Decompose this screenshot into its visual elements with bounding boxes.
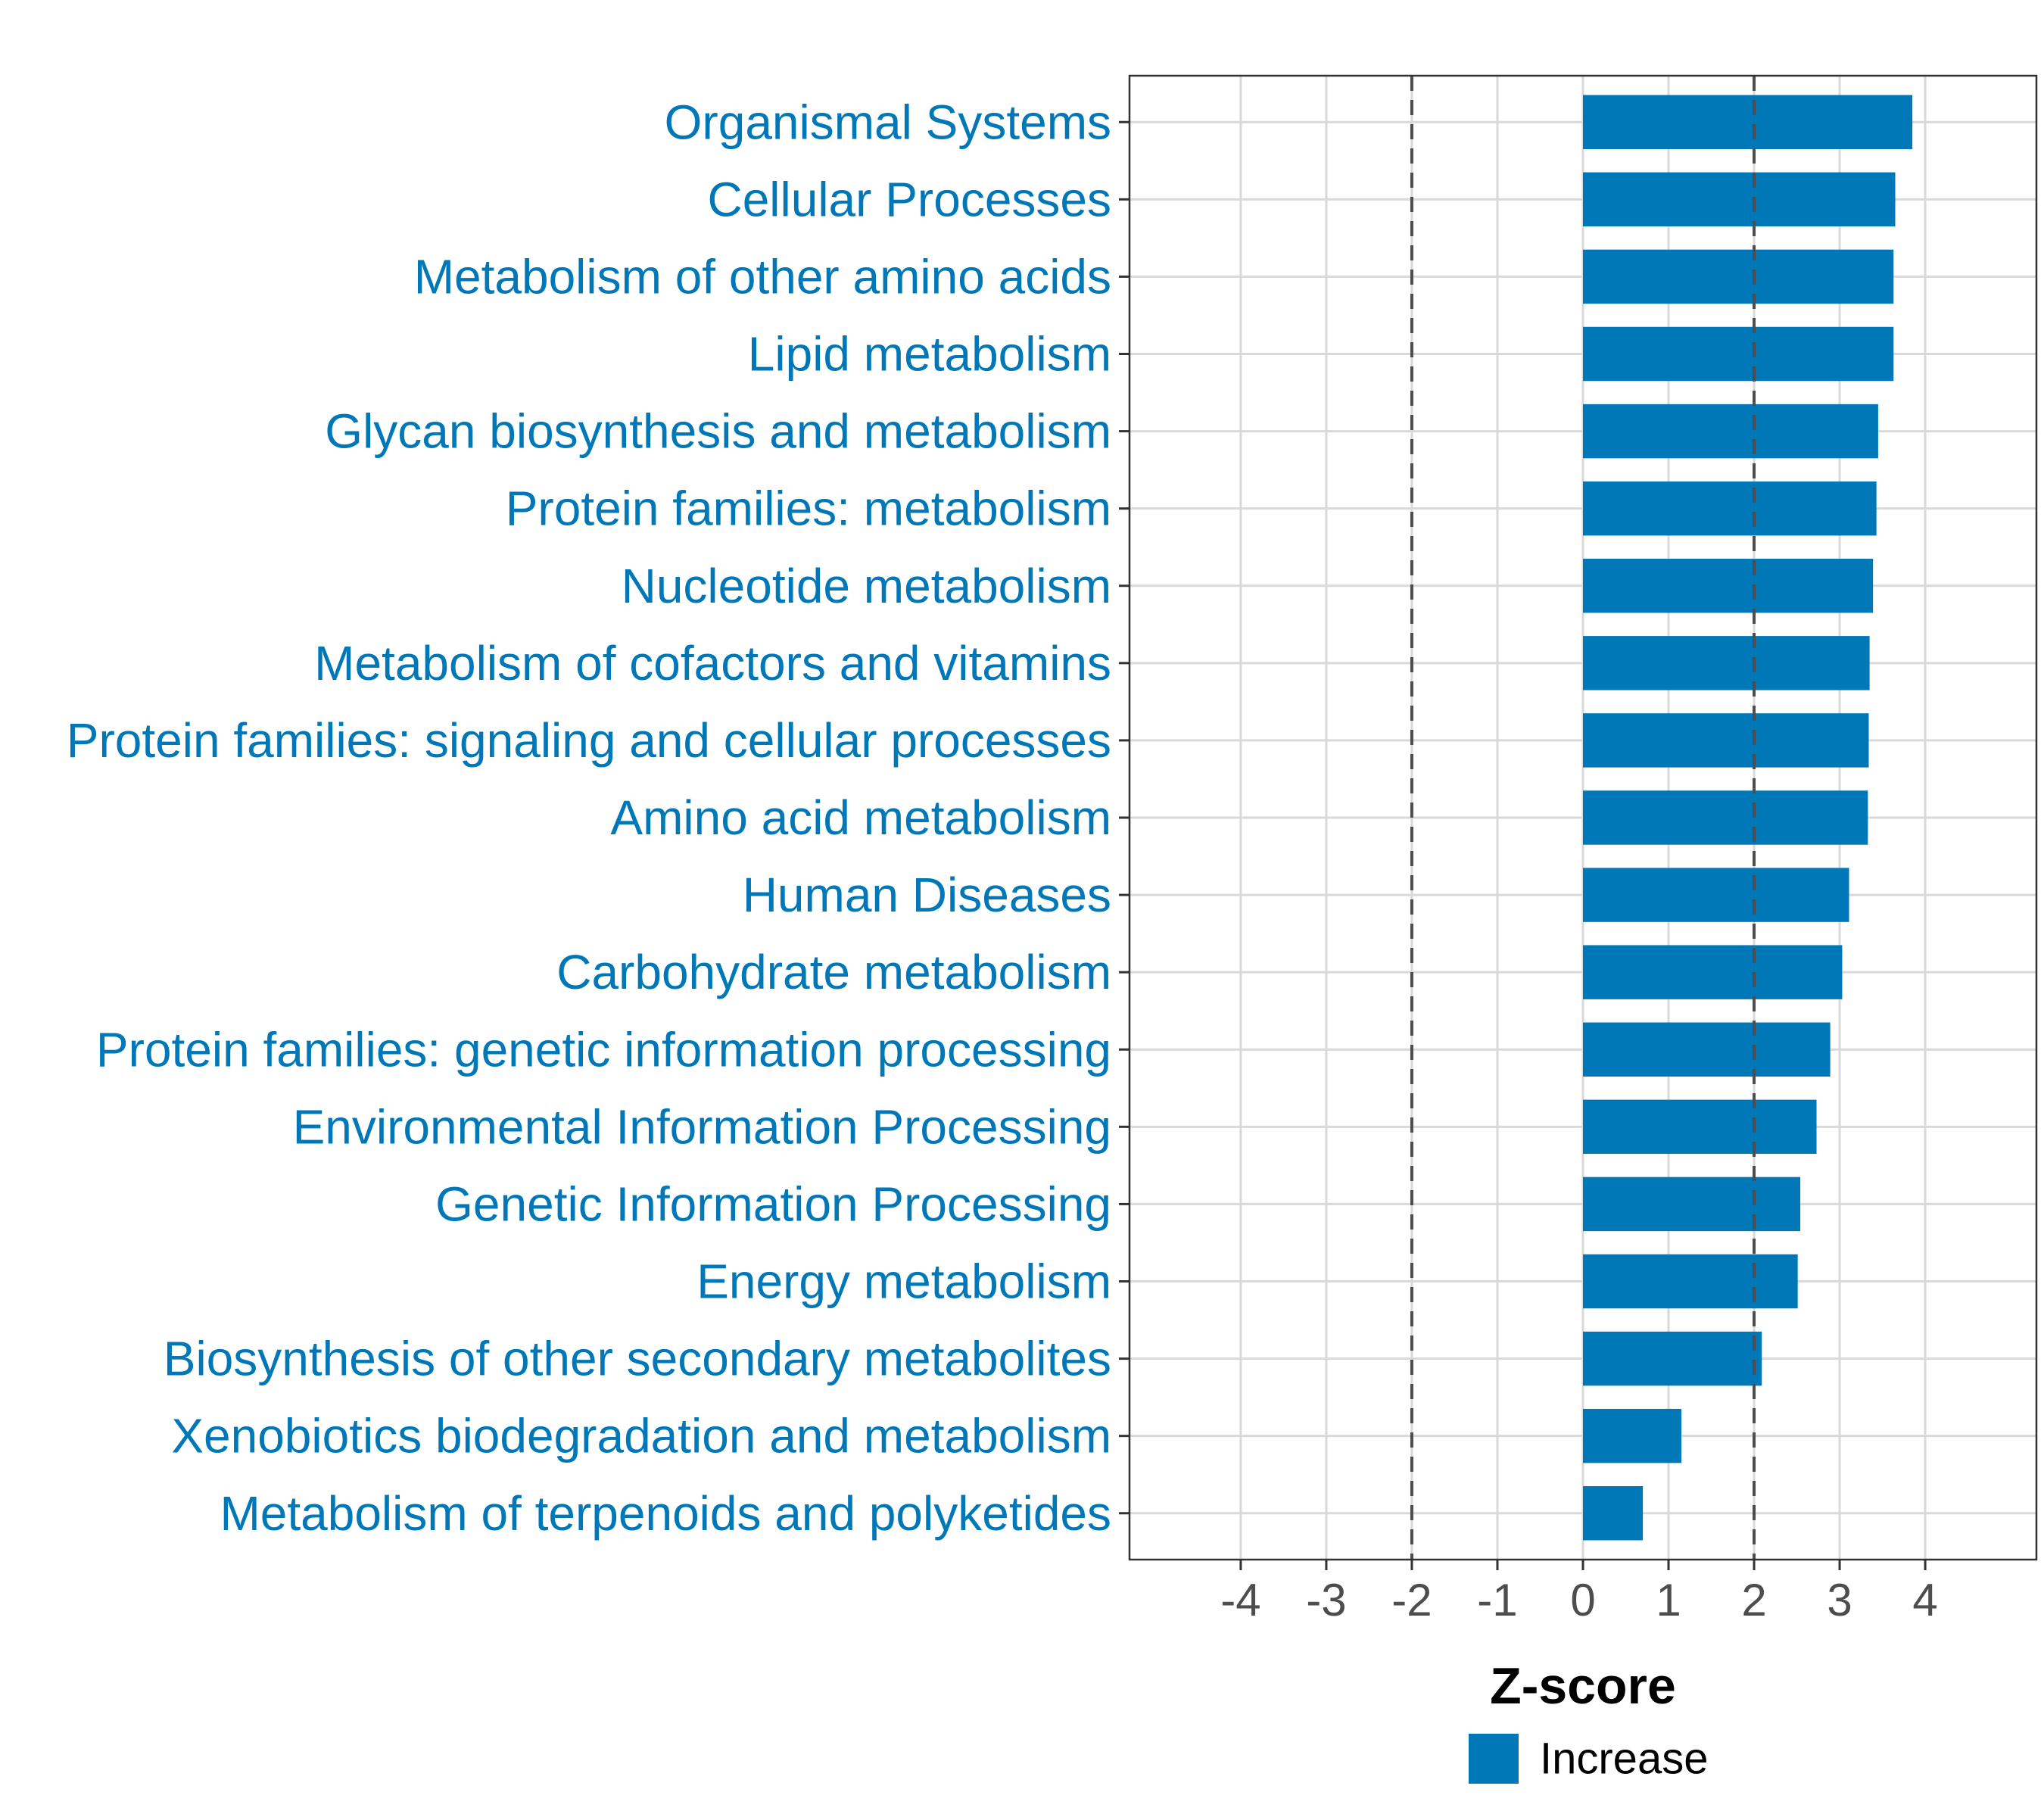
x-tick-label: 4: [1912, 1575, 1937, 1625]
category-label: Metabolism of other amino acids: [414, 249, 1111, 304]
category-label: Energy metabolism: [696, 1254, 1111, 1309]
x-tick-label: -3: [1306, 1575, 1346, 1625]
bar: [1583, 1408, 1681, 1463]
y-axis-ticks: [1119, 120, 1129, 1515]
bar: [1583, 1177, 1801, 1232]
legend-label-increase: Increase: [1540, 1734, 1708, 1784]
x-tick-label: -2: [1391, 1575, 1432, 1625]
x-tick-label: 2: [1741, 1575, 1766, 1625]
category-label: Protein families: metabolism: [506, 482, 1111, 536]
bar: [1583, 1331, 1762, 1386]
category-label: Lipid metabolism: [748, 327, 1111, 382]
x-axis-ticks: [1239, 1560, 1927, 1570]
category-label: Carbohydrate metabolism: [556, 945, 1111, 999]
bar: [1583, 1486, 1644, 1541]
category-label: Nucleotide metabolism: [622, 559, 1111, 613]
bar: [1583, 1099, 1817, 1155]
category-label: Glycan biosynthesis and metabolism: [325, 404, 1111, 459]
category-label: Protein families: genetic information pr…: [96, 1022, 1111, 1077]
x-tick-label: 1: [1656, 1575, 1681, 1625]
category-label: Metabolism of terpenoids and polyketides: [220, 1486, 1111, 1541]
bars: [1583, 95, 1913, 1541]
x-tick-label: -1: [1477, 1575, 1517, 1625]
bar: [1583, 868, 1849, 922]
bar: [1583, 636, 1870, 690]
x-tick-label: 3: [1827, 1575, 1852, 1625]
x-tick-label: 0: [1570, 1575, 1595, 1625]
bar: [1583, 404, 1878, 459]
bar: [1583, 172, 1896, 227]
category-label: Amino acid metabolism: [610, 790, 1111, 845]
reference-lines: [1410, 76, 1756, 1560]
bar: [1583, 1022, 1831, 1077]
category-label: Human Diseases: [743, 868, 1111, 922]
category-label: Cellular Processes: [707, 172, 1111, 226]
category-label: Environmental Information Processing: [293, 1099, 1111, 1154]
bar: [1583, 713, 1869, 768]
bar: [1583, 945, 1843, 999]
x-axis-title: Z-score: [1490, 1657, 1676, 1715]
bar: [1583, 326, 1894, 382]
category-label: Xenobiotics biodegradation and metabolis…: [171, 1409, 1111, 1463]
category-label: Genetic Information Processing: [435, 1177, 1111, 1231]
bar: [1583, 249, 1894, 304]
bar: [1583, 1254, 1798, 1309]
category-label: Protein families: signaling and cellular…: [67, 713, 1111, 768]
bar: [1583, 481, 1877, 536]
x-tick-label: -4: [1220, 1575, 1260, 1625]
bar: [1583, 790, 1868, 845]
bar: [1583, 559, 1874, 613]
category-label: Metabolism of cofactors and vitamins: [314, 636, 1111, 690]
bar: [1583, 95, 1913, 149]
category-label: Organismal Systems: [665, 95, 1111, 149]
category-labels: Organismal Systems Cellular Processes Meta…: [67, 95, 1111, 1541]
legend-key-increase: [1469, 1734, 1519, 1784]
legend: Increase: [1469, 1734, 1708, 1784]
x-tick-labels: -4 -3 -2 -1 0 1 2 3 4: [1220, 1575, 1938, 1625]
category-label: Biosynthesis of other secondary metaboli…: [164, 1332, 1111, 1386]
